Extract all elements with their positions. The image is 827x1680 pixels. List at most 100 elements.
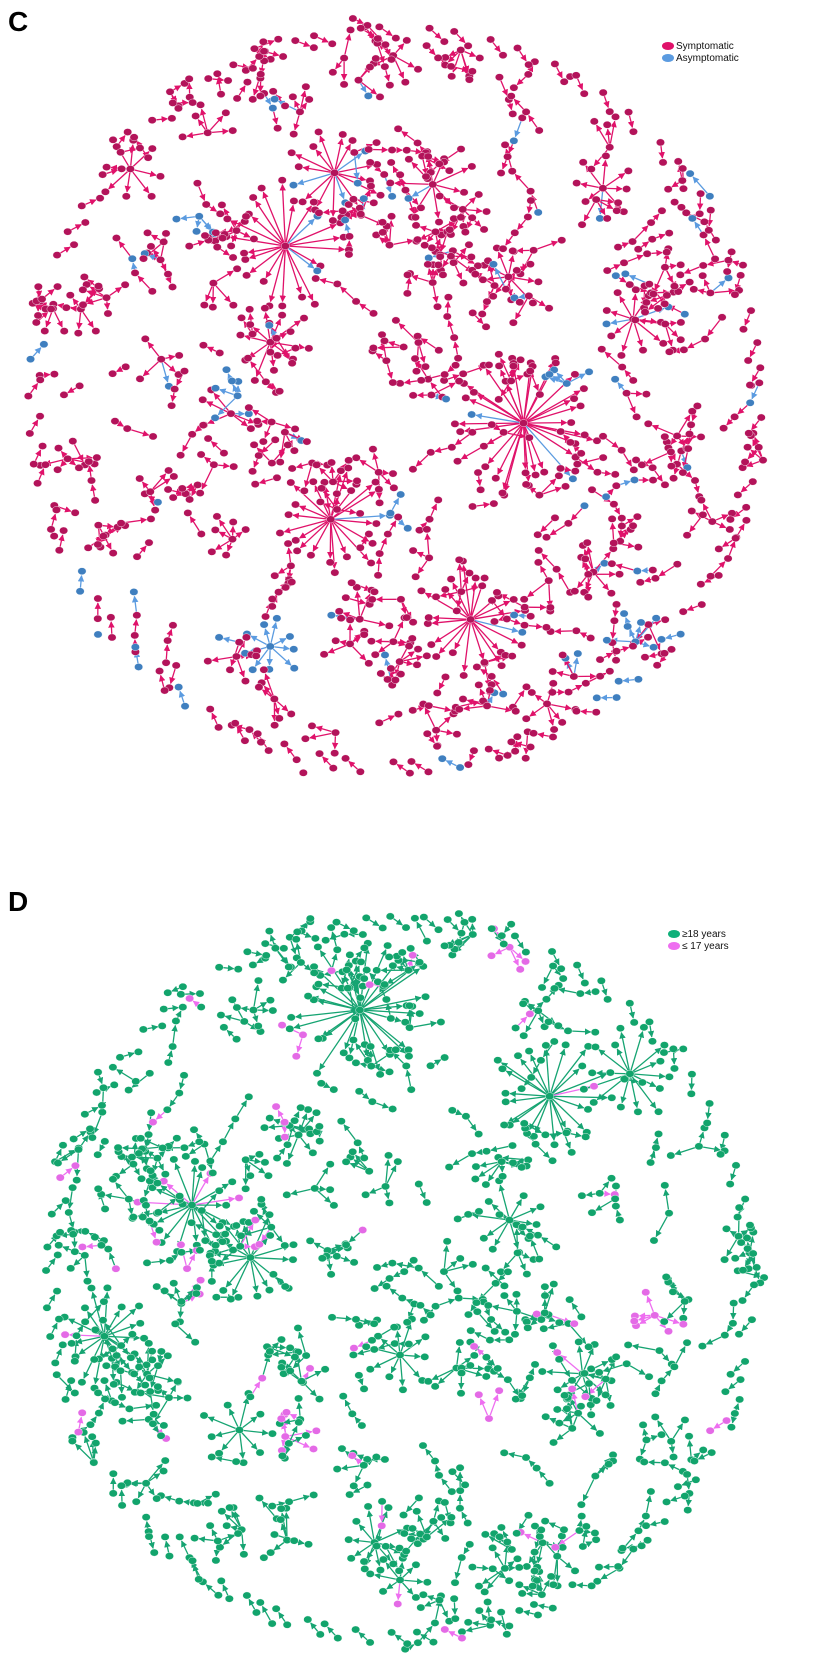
case-node	[136, 1134, 146, 1143]
case-node	[364, 1167, 374, 1176]
case-node	[305, 914, 315, 923]
case-node	[385, 81, 395, 89]
case-node	[455, 1463, 465, 1472]
case-node	[428, 180, 438, 189]
case-node	[572, 460, 582, 468]
case-node	[654, 1107, 663, 1116]
case-node	[320, 1365, 330, 1374]
case-node	[584, 1379, 594, 1388]
case-node	[381, 1542, 391, 1551]
case-node	[733, 1213, 742, 1221]
case-node	[147, 144, 157, 153]
case-node	[212, 243, 222, 251]
case-node	[720, 1331, 730, 1339]
case-node	[348, 136, 357, 145]
case-node	[234, 638, 244, 647]
transmission-edge	[560, 1354, 583, 1375]
case-node	[245, 1253, 255, 1262]
transmission-edge	[354, 591, 362, 620]
case-node	[75, 382, 85, 390]
case-node	[486, 1616, 496, 1624]
case-node	[256, 70, 266, 79]
case-node	[66, 1264, 76, 1273]
case-node	[520, 621, 529, 629]
case-node	[101, 188, 110, 196]
case-node	[309, 198, 319, 206]
case-node	[276, 1515, 286, 1524]
legend: ≥18 years ≤ 17 years	[668, 928, 729, 952]
case-node	[269, 695, 279, 703]
case-node	[160, 1287, 170, 1295]
case-node	[607, 515, 617, 523]
case-node	[542, 623, 551, 632]
case-node	[163, 1058, 173, 1067]
case-node	[605, 667, 615, 676]
case-node	[314, 128, 323, 136]
case-node	[630, 476, 639, 484]
case-node	[584, 1343, 594, 1351]
case-node	[593, 468, 602, 477]
transmission-edge	[250, 1255, 290, 1263]
case-node	[232, 652, 241, 661]
case-node	[336, 1117, 346, 1125]
case-node	[521, 480, 531, 489]
case-node	[495, 73, 504, 81]
case-node	[388, 961, 398, 970]
case-node	[359, 1557, 369, 1566]
case-node	[733, 491, 743, 499]
transmission-edge	[130, 168, 157, 178]
case-node	[691, 1475, 701, 1484]
case-node	[699, 218, 709, 226]
case-node	[569, 672, 579, 681]
case-node	[422, 652, 432, 660]
case-node	[152, 1154, 162, 1163]
case-node	[115, 1053, 125, 1062]
case-node	[590, 1529, 600, 1537]
case-node	[399, 1529, 409, 1538]
case-node	[308, 142, 318, 151]
transmission-edge	[470, 618, 519, 644]
transmission-edge	[295, 1009, 360, 1020]
transmission-edge	[654, 266, 666, 291]
case-node	[513, 1249, 523, 1257]
case-node	[176, 1297, 186, 1306]
case-node	[100, 1395, 110, 1403]
case-node	[370, 650, 380, 659]
case-node	[738, 1296, 747, 1305]
case-node	[607, 559, 617, 568]
transmission-edge	[387, 220, 395, 246]
case-node	[248, 95, 258, 104]
case-node	[203, 1499, 213, 1507]
case-node	[707, 1448, 717, 1457]
case-node	[580, 501, 589, 510]
transmission-edge	[399, 1354, 420, 1378]
case-node	[551, 359, 561, 367]
case-node	[633, 543, 643, 551]
case-node	[391, 34, 401, 42]
case-node	[540, 1282, 550, 1291]
case-node	[550, 1543, 560, 1552]
case-node	[382, 1282, 391, 1291]
case-node	[669, 474, 678, 483]
case-node	[381, 356, 391, 365]
case-node	[488, 1245, 498, 1254]
case-node	[601, 492, 611, 501]
case-node	[587, 1208, 597, 1217]
case-node	[598, 184, 608, 193]
case-node	[269, 1270, 278, 1279]
case-node	[272, 1154, 282, 1162]
case-node	[637, 1078, 647, 1087]
case-node	[550, 984, 559, 993]
case-node	[646, 218, 656, 227]
case-node	[686, 1090, 696, 1098]
case-node	[286, 1013, 296, 1022]
case-node	[180, 367, 189, 375]
case-node	[349, 148, 359, 157]
transmission-edge	[497, 251, 510, 278]
case-node	[329, 1201, 339, 1210]
case-node	[670, 282, 679, 290]
case-node	[304, 95, 314, 104]
case-node	[257, 184, 267, 192]
case-node	[617, 363, 627, 371]
case-node	[552, 1405, 562, 1414]
